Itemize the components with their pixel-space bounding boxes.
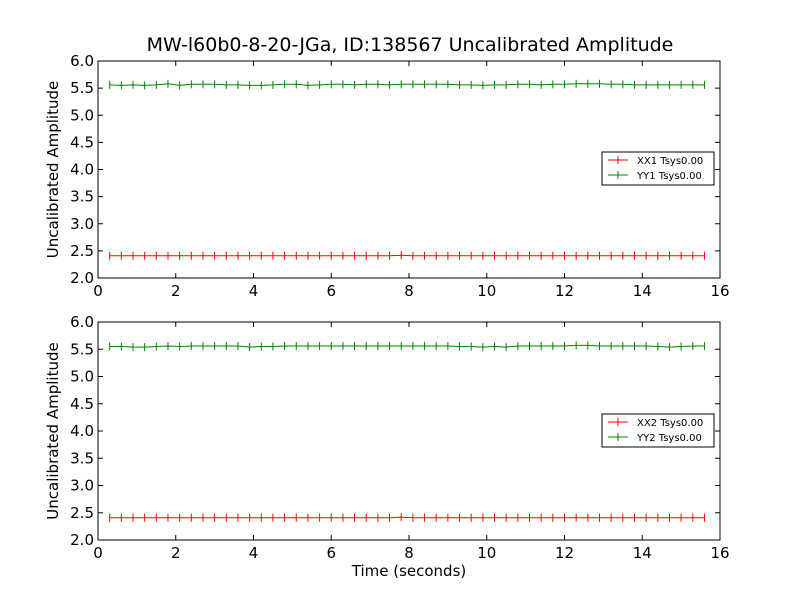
legend: XX2 Tsys0.00 YY2 Tsys0.00 — [601, 413, 715, 448]
y-tick-label: 5.0 — [70, 368, 94, 386]
x-tick-label: 14 — [633, 544, 652, 562]
y-tick-label: 3.0 — [70, 477, 94, 495]
axes-frame — [97, 321, 721, 541]
chart-title: MW-l60b0-8-20-JGa, ID:138567 Uncalibrate… — [146, 34, 674, 56]
y-tick-label: 2.5 — [70, 504, 94, 522]
x-axis-label: Time (seconds) — [351, 562, 467, 580]
x-tick-label: 8 — [404, 544, 414, 562]
x-tick-label: 4 — [249, 282, 259, 300]
x-tick-label: 0 — [93, 282, 103, 300]
series-line — [109, 83, 705, 86]
x-tick-label: 2 — [171, 282, 181, 300]
series-xx2 — [109, 513, 705, 522]
y-tick-label: 3.0 — [70, 215, 94, 233]
y-tick-label: 2.5 — [70, 242, 94, 260]
y-tick-label: 2.0 — [70, 531, 94, 549]
y-tick-label: 4.0 — [70, 422, 94, 440]
series-xx1 — [109, 251, 705, 260]
y-tick-label: 4.5 — [70, 133, 94, 151]
legend-box — [601, 413, 715, 448]
axes-frame — [97, 60, 721, 279]
y-tick-label: 6.0 — [70, 313, 94, 331]
y-axis-label: Uncalibrated Amplitude — [44, 81, 62, 258]
y-tick-label: 5.5 — [70, 340, 94, 358]
series-line — [109, 516, 705, 519]
y-tick-label: 5.5 — [70, 79, 94, 97]
x-tick-label: 0 — [93, 544, 103, 562]
x-tick-label: 12 — [555, 282, 574, 300]
x-tick-label: 6 — [326, 544, 336, 562]
x-tick-label: 6 — [326, 282, 336, 300]
y-axis-label: Uncalibrated Amplitude — [44, 342, 62, 519]
y-tick-label: 6.0 — [70, 52, 94, 70]
legend-label: YY2 Tsys0.00 — [636, 433, 702, 444]
y-tick-label: 5.0 — [70, 106, 94, 124]
x-tick-label: 8 — [404, 282, 414, 300]
series-yy2 — [109, 341, 705, 352]
series-line — [109, 254, 705, 257]
y-tick-label: 3.5 — [70, 449, 94, 467]
x-tick-label: 10 — [477, 544, 496, 562]
subplot-2: 2.0 2.5 3.0 3.5 4.0 4.5 5.0 5.5 6.0 0 2 4 6 8 10 12 14 16… — [44, 313, 730, 562]
y-tick-label: 3.5 — [70, 188, 94, 206]
x-tick-label: 16 — [710, 282, 729, 300]
subplot-1: 2.0 2.5 3.0 3.5 4.0 4.5 5.0 5.5 6.0 0 2 4 6 8 10 12 14 16… — [44, 52, 730, 300]
legend-label: XX2 Tsys0.00 — [637, 418, 703, 429]
legend-label: XX1 Tsys0.00 — [637, 156, 703, 167]
series-line — [109, 344, 705, 348]
x-tick-label: 12 — [555, 544, 574, 562]
y-tick-label: 4.0 — [70, 161, 94, 179]
x-tick-label: 14 — [633, 282, 652, 300]
x-tick-label: 4 — [249, 544, 259, 562]
series-yy1 — [109, 79, 705, 90]
x-tick-label: 16 — [710, 544, 729, 562]
x-tick-label: 2 — [171, 544, 181, 562]
y-tick-label: 2.0 — [70, 269, 94, 287]
legend: XX1 Tsys0.00 YY1 Tsys0.00 — [601, 151, 715, 186]
y-tick-label: 4.5 — [70, 395, 94, 413]
legend-box — [601, 151, 715, 186]
legend-label: YY1 Tsys0.00 — [636, 171, 702, 182]
x-tick-label: 10 — [477, 282, 496, 300]
